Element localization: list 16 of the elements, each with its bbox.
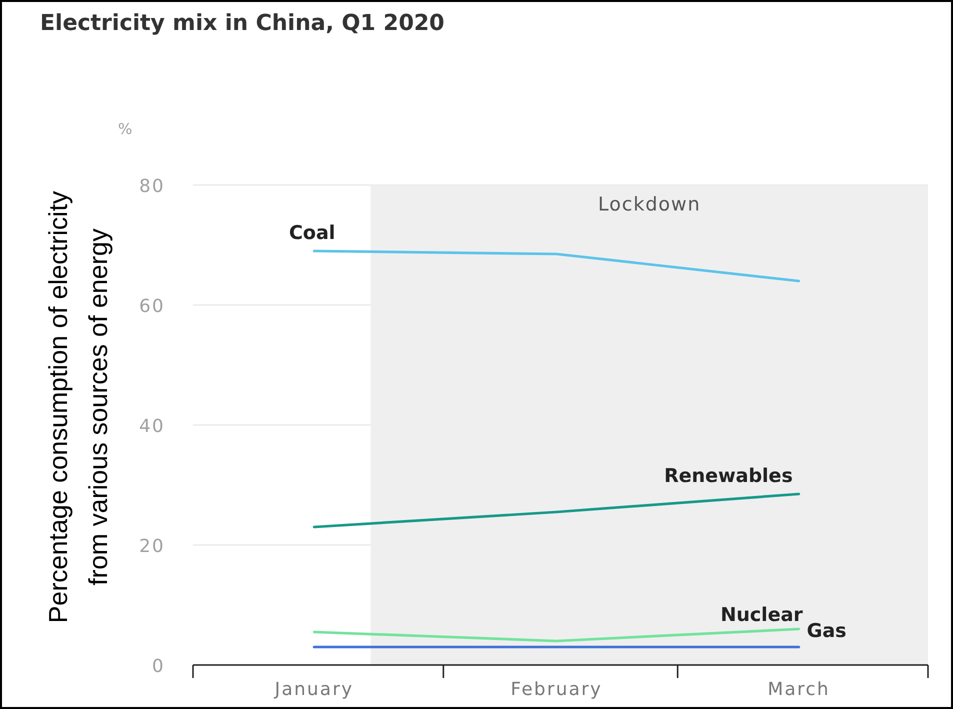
series-label: Renewables [664,465,793,487]
chart-title: Electricity mix in China, Q1 2020 [40,11,444,36]
y-tick-label: 20 [139,536,165,557]
y-tick-label: 60 [139,296,165,317]
y-axis-title: Percentage consumption of electricity from various sources of energy [42,190,114,626]
series-label: Coal [288,222,336,244]
series-label: Nuclear [720,604,804,626]
y-tick-label: 0 [152,656,165,677]
series-label: Gas [806,620,847,642]
text: % [118,120,132,138]
x-tick-label: January [274,679,354,700]
y-tick-label: 80 [139,176,165,197]
x-tick-label: February [510,679,602,700]
band-label: Lockdown [598,193,701,216]
y-tick-label: 40 [139,416,165,437]
x-tick-label: March [768,679,830,700]
